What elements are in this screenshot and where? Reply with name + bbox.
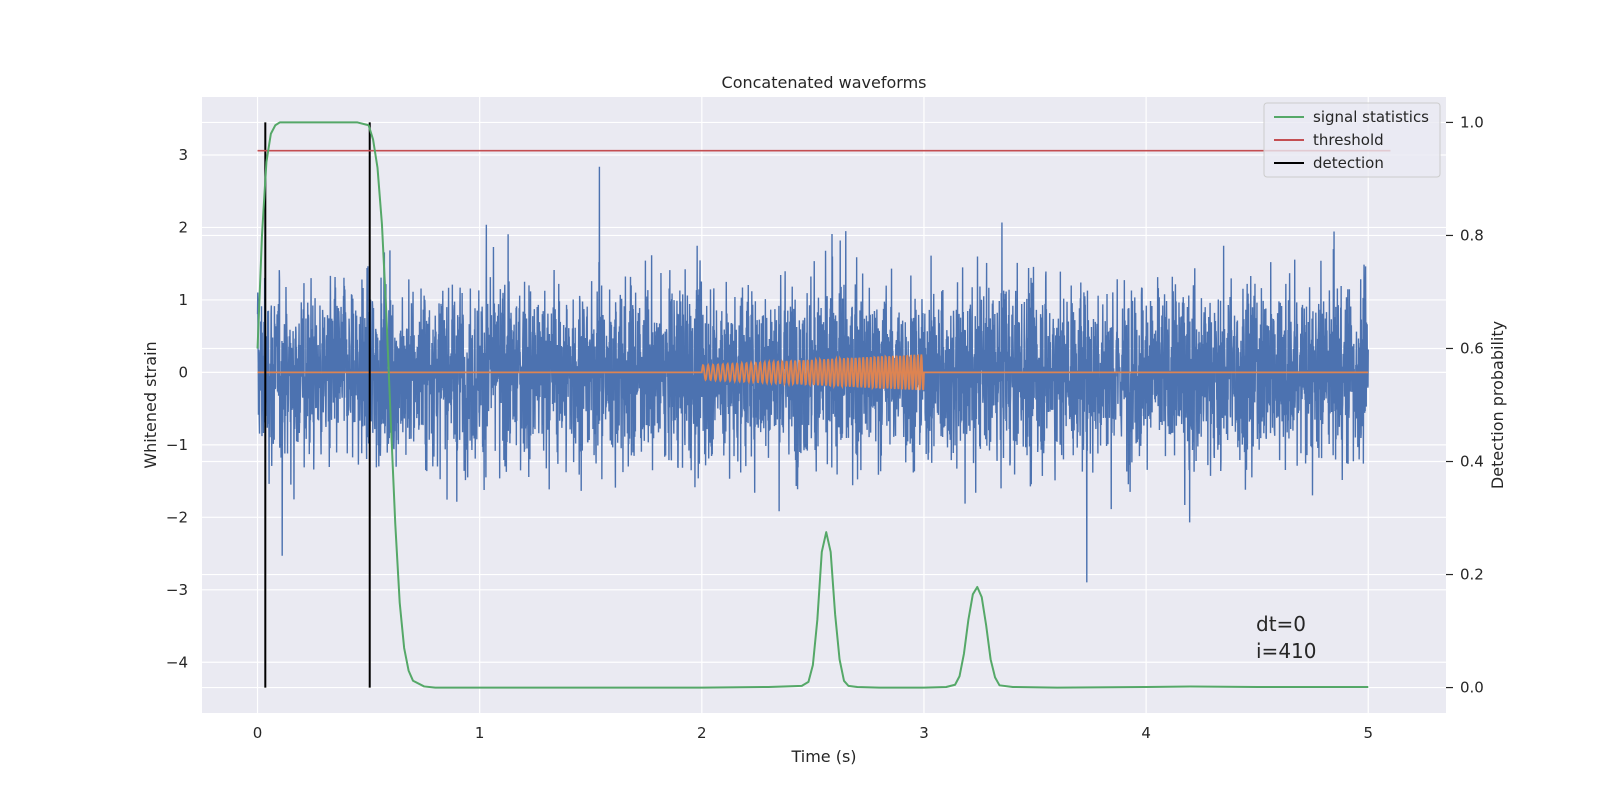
x-tick-label: 1: [475, 724, 485, 742]
ticks: 0 1 2 3 4 5 −4 −3 −2 −1 0 1 2 3 0.0 0.2 0.4 0.6 0.8 1.0: [166, 113, 1484, 742]
y-tick-label-right: 0.4: [1460, 453, 1484, 471]
signal-statistics-series: [256, 121, 1369, 689]
x-tick-label: 2: [697, 724, 707, 742]
y-tick-label-right: 1.0: [1460, 113, 1484, 131]
y-tick-label-right: 0.6: [1460, 339, 1484, 357]
y-tick-label-left: 3: [178, 146, 188, 164]
x-tick-label: 0: [253, 724, 263, 742]
legend-box: [1263, 102, 1441, 178]
annotation-dt: dt=0: [1256, 612, 1306, 636]
template-series: [257, 354, 1369, 391]
y-tick-label-left: 0: [178, 363, 188, 381]
y-tick-label-right: 0.2: [1460, 566, 1484, 584]
x-tick-label: 5: [1363, 724, 1373, 742]
x-tick-label: 3: [919, 724, 929, 742]
legend: signal statistics threshold detection: [1263, 102, 1441, 178]
y-tick-label-left: −3: [166, 581, 188, 599]
x-axis-label: Time (s): [790, 747, 856, 766]
annotation-index: i=410: [1256, 639, 1317, 663]
legend-label-detection: detection: [1313, 154, 1384, 172]
y-axis-label-left: Whitened strain: [141, 341, 160, 468]
x-tick-label: 4: [1141, 724, 1151, 742]
y-tick-label-left: −2: [166, 508, 188, 526]
y-tick-label-left: 2: [178, 218, 188, 236]
y-axis-label-right: Detection probability: [1488, 321, 1507, 489]
template-line: [257, 354, 1369, 391]
y-tick-label-left: 1: [178, 291, 188, 309]
chart-title: Concatenated waveforms: [722, 73, 927, 92]
detection-series: [264, 122, 371, 688]
y-tick-label-right: 0.0: [1460, 679, 1484, 697]
y-tick-label-left: −1: [166, 436, 188, 454]
legend-label-signal-statistics: signal statistics: [1313, 108, 1429, 126]
y-tick-label-left: −4: [166, 653, 188, 671]
legend-label-threshold: threshold: [1313, 131, 1384, 149]
signal-statistics-line: [256, 121, 1369, 689]
y-tick-label-right: 0.8: [1460, 226, 1484, 244]
